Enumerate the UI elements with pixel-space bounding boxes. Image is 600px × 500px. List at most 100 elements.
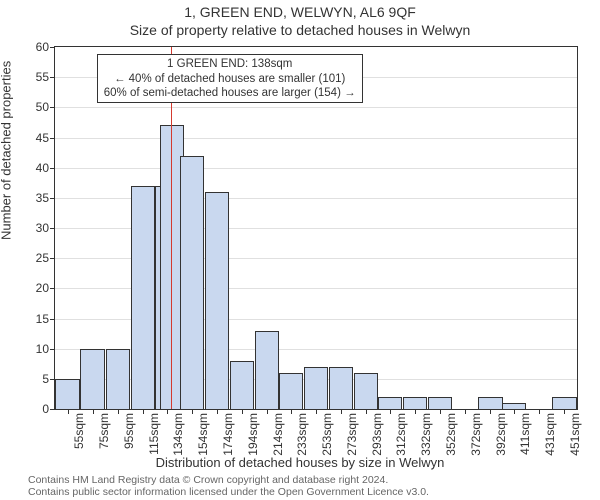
x-tick-mark (539, 409, 540, 414)
x-tick-mark (118, 409, 119, 414)
histogram-bar (378, 397, 402, 409)
y-tick-mark (50, 349, 55, 350)
x-tick-mark (267, 409, 268, 414)
y-tick-mark (50, 228, 55, 229)
x-tick-mark (93, 409, 94, 414)
chart-root: 1, GREEN END, WELWYN, AL6 9QF Size of pr… (0, 0, 600, 500)
x-tick-mark (217, 409, 218, 414)
y-tick-label: 20 (36, 281, 49, 295)
footer-line2: Contains public sector information licen… (28, 486, 429, 498)
x-tick-label: 75sqm (97, 413, 111, 449)
histogram-bar (106, 349, 130, 409)
x-tick-mark (440, 409, 441, 414)
histogram-bar (304, 367, 328, 409)
y-tick-label: 10 (36, 342, 49, 356)
x-tick-mark (390, 409, 391, 414)
histogram-bar (80, 349, 104, 409)
x-tick-mark (564, 409, 565, 414)
gridline (55, 138, 577, 139)
x-tick-label: 55sqm (72, 413, 86, 449)
histogram-bar (552, 397, 576, 409)
x-axis-label: Distribution of detached houses by size … (0, 455, 600, 470)
chart-subtitle: Size of property relative to detached ho… (0, 22, 600, 38)
x-tick-label: 352sqm (444, 413, 458, 456)
property-callout: 1 GREEN END: 138sqm← 40% of detached hou… (97, 54, 363, 103)
y-tick-label: 60 (36, 40, 49, 54)
histogram-bar (131, 186, 155, 409)
x-tick-label: 95sqm (122, 413, 136, 449)
x-tick-mark (490, 409, 491, 414)
x-tick-mark (192, 409, 193, 414)
x-tick-label: 411sqm (518, 413, 532, 455)
x-tick-mark (465, 409, 466, 414)
x-tick-label: 312sqm (394, 413, 408, 456)
histogram-bar (279, 373, 303, 409)
y-tick-label: 0 (42, 402, 49, 416)
x-tick-mark (514, 409, 515, 414)
histogram-bar (329, 367, 353, 409)
y-tick-mark (50, 288, 55, 289)
callout-line-3: 60% of semi-detached houses are larger (… (104, 86, 356, 100)
x-tick-label: 233sqm (295, 413, 309, 456)
x-tick-mark (366, 409, 367, 414)
histogram-bar (428, 397, 452, 409)
address-title: 1, GREEN END, WELWYN, AL6 9QF (0, 4, 600, 20)
y-tick-label: 25 (36, 251, 49, 265)
x-tick-mark (415, 409, 416, 414)
y-tick-mark (50, 47, 55, 48)
y-tick-label: 30 (36, 221, 49, 235)
gridline (55, 107, 577, 108)
x-tick-mark (68, 409, 69, 414)
y-tick-label: 55 (36, 70, 49, 84)
x-tick-label: 293sqm (370, 413, 384, 456)
y-tick-label: 5 (42, 372, 49, 386)
attribution-footer: Contains HM Land Registry data © Crown c… (28, 474, 429, 498)
histogram-bar (230, 361, 254, 409)
histogram-bar (478, 397, 502, 409)
y-tick-label: 15 (36, 312, 49, 326)
y-tick-label: 50 (36, 100, 49, 114)
histogram-bar (354, 373, 378, 409)
x-tick-label: 372sqm (469, 413, 483, 456)
x-tick-mark (143, 409, 144, 414)
plot-area: 05101520253035404550556055sqm75sqm95sqm1… (54, 46, 578, 410)
x-tick-label: 392sqm (494, 413, 508, 456)
x-tick-label: 253sqm (320, 413, 334, 456)
callout-line-2: ← 40% of detached houses are smaller (10… (104, 72, 356, 86)
y-axis-label: Number of detached properties (0, 61, 14, 240)
x-tick-label: 273sqm (345, 413, 359, 456)
y-tick-mark (50, 168, 55, 169)
x-tick-label: 134sqm (171, 413, 185, 456)
x-tick-mark (291, 409, 292, 414)
y-tick-label: 35 (36, 191, 49, 205)
y-tick-mark (50, 258, 55, 259)
callout-line-1: 1 GREEN END: 138sqm (104, 57, 356, 71)
y-tick-mark (50, 198, 55, 199)
x-tick-label: 451sqm (568, 413, 582, 456)
gridline (55, 168, 577, 169)
x-tick-label: 431sqm (543, 413, 557, 456)
histogram-bar (205, 192, 229, 409)
x-tick-label: 214sqm (271, 413, 285, 456)
histogram-bar (403, 397, 427, 409)
x-tick-mark (341, 409, 342, 414)
y-tick-label: 45 (36, 131, 49, 145)
x-tick-label: 332sqm (419, 413, 433, 456)
x-tick-label: 115sqm (147, 413, 161, 455)
y-tick-mark (50, 409, 55, 410)
y-tick-mark (50, 379, 55, 380)
x-tick-mark (242, 409, 243, 414)
y-tick-mark (50, 138, 55, 139)
y-tick-label: 40 (36, 161, 49, 175)
footer-line1: Contains HM Land Registry data © Crown c… (28, 474, 429, 486)
x-tick-mark (167, 409, 168, 414)
x-tick-label: 154sqm (196, 413, 210, 456)
y-tick-mark (50, 319, 55, 320)
x-tick-label: 194sqm (246, 413, 260, 456)
x-tick-label: 174sqm (221, 413, 235, 456)
histogram-bar (180, 156, 204, 409)
histogram-bar (255, 331, 279, 409)
x-tick-mark (316, 409, 317, 414)
y-tick-mark (50, 77, 55, 78)
y-tick-mark (50, 107, 55, 108)
